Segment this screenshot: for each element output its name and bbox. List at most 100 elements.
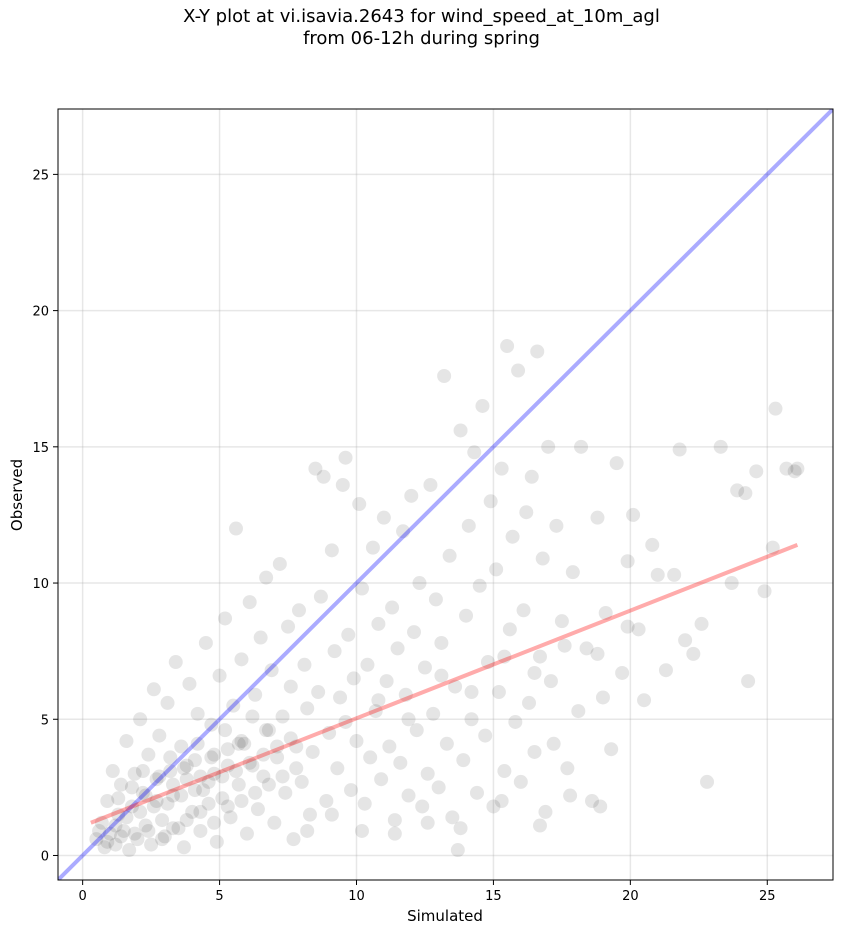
- scatter-point: [502, 622, 517, 637]
- scatter-point: [267, 815, 282, 830]
- scatter-point: [179, 758, 194, 773]
- scatter-point: [598, 606, 613, 621]
- scatter-point: [464, 685, 479, 700]
- scatter-point: [212, 668, 227, 683]
- y-tick-label: 20: [32, 305, 49, 320]
- scatter-point: [124, 799, 139, 814]
- scatter-point: [281, 619, 296, 634]
- scatter-point: [344, 783, 359, 798]
- scatter-point: [289, 739, 304, 754]
- scatter-point: [239, 826, 254, 841]
- scatter-point: [141, 823, 156, 838]
- scatter-point: [302, 807, 317, 822]
- scatter-point: [579, 641, 594, 656]
- scatter-point: [289, 761, 304, 776]
- scatter-point: [393, 755, 408, 770]
- scatter-point: [270, 750, 285, 765]
- scatter-point: [409, 723, 424, 738]
- scatter-point: [261, 723, 276, 738]
- scatter-point: [231, 777, 246, 792]
- scatter-point: [111, 807, 126, 822]
- scatter-point: [713, 439, 728, 454]
- scatter-point: [163, 750, 178, 765]
- scatter-point: [546, 736, 561, 751]
- scatter-point: [519, 505, 534, 520]
- scatter-point: [415, 799, 430, 814]
- y-tick-label: 0: [41, 849, 49, 864]
- scatter-point: [609, 456, 624, 471]
- scatter-point: [404, 488, 419, 503]
- scatter-point: [765, 540, 780, 555]
- scatter-point: [327, 644, 342, 659]
- scatter-point: [100, 834, 115, 849]
- y-tick-label: 25: [32, 168, 49, 183]
- scatter-point: [434, 635, 449, 650]
- scatter-point: [387, 826, 402, 841]
- scatter-point: [105, 764, 120, 779]
- scatter-point: [571, 704, 586, 719]
- scatter-point: [428, 592, 443, 607]
- scatter-point: [234, 734, 249, 749]
- y-tick-label: 5: [41, 713, 49, 728]
- scatter-point: [261, 777, 276, 792]
- scatter-point: [319, 793, 334, 808]
- scatter-point: [497, 649, 512, 664]
- scatter-point: [516, 603, 531, 618]
- scatter-point: [278, 785, 293, 800]
- scatter-point: [453, 423, 468, 438]
- scatter-point: [672, 442, 687, 457]
- scatter-point: [270, 739, 285, 754]
- scatter-point: [179, 772, 194, 787]
- scatter-point: [620, 554, 635, 569]
- scatter-point: [522, 695, 537, 710]
- scatter-point: [658, 663, 673, 678]
- scatter-point: [730, 483, 745, 498]
- scatter-point: [250, 802, 265, 817]
- scatter-point: [308, 461, 323, 476]
- scatter-point: [363, 750, 378, 765]
- scatter-point: [401, 712, 416, 727]
- scatter-point: [637, 693, 652, 708]
- scatter-point: [338, 714, 353, 729]
- scatter-point: [445, 810, 460, 825]
- scatter-point: [119, 810, 134, 825]
- scatter-point: [149, 793, 164, 808]
- scatter-point: [390, 641, 405, 656]
- scatter-point: [166, 777, 181, 792]
- scatter-point: [215, 791, 230, 806]
- scatter-point: [204, 717, 219, 732]
- scatter-point: [190, 706, 205, 721]
- scatter-point: [382, 739, 397, 754]
- scatter-point: [341, 627, 356, 642]
- scatter-point: [108, 837, 123, 852]
- scatter-point: [532, 818, 547, 833]
- scatter-point: [196, 783, 211, 798]
- scatter-point: [152, 728, 167, 743]
- scatter-point: [275, 709, 290, 724]
- scatter-point: [113, 829, 128, 844]
- scatter-point: [119, 734, 134, 749]
- scatter-point: [768, 401, 783, 416]
- scatter-point: [480, 655, 495, 670]
- scatter-point: [590, 510, 605, 525]
- scatter-point: [434, 668, 449, 683]
- scatter-point: [286, 832, 301, 847]
- scatter-point: [554, 614, 569, 629]
- scatter-point: [220, 799, 235, 814]
- scatter-point: [494, 461, 509, 476]
- scatter-point: [152, 769, 167, 784]
- scatter-point: [354, 581, 369, 596]
- scatter-point: [489, 562, 504, 577]
- scatter-point: [316, 469, 331, 484]
- scatter-point: [538, 804, 553, 819]
- scatter-point: [242, 595, 257, 610]
- scatter-point: [283, 731, 298, 746]
- scatter-point: [193, 823, 208, 838]
- scatter-point: [215, 769, 230, 784]
- scatter-point: [349, 734, 364, 749]
- scatter-point: [242, 755, 257, 770]
- scatter-point: [595, 690, 610, 705]
- scatter-point: [700, 774, 715, 789]
- scatter-point: [146, 682, 161, 697]
- y-axis-label: Observed: [8, 459, 26, 531]
